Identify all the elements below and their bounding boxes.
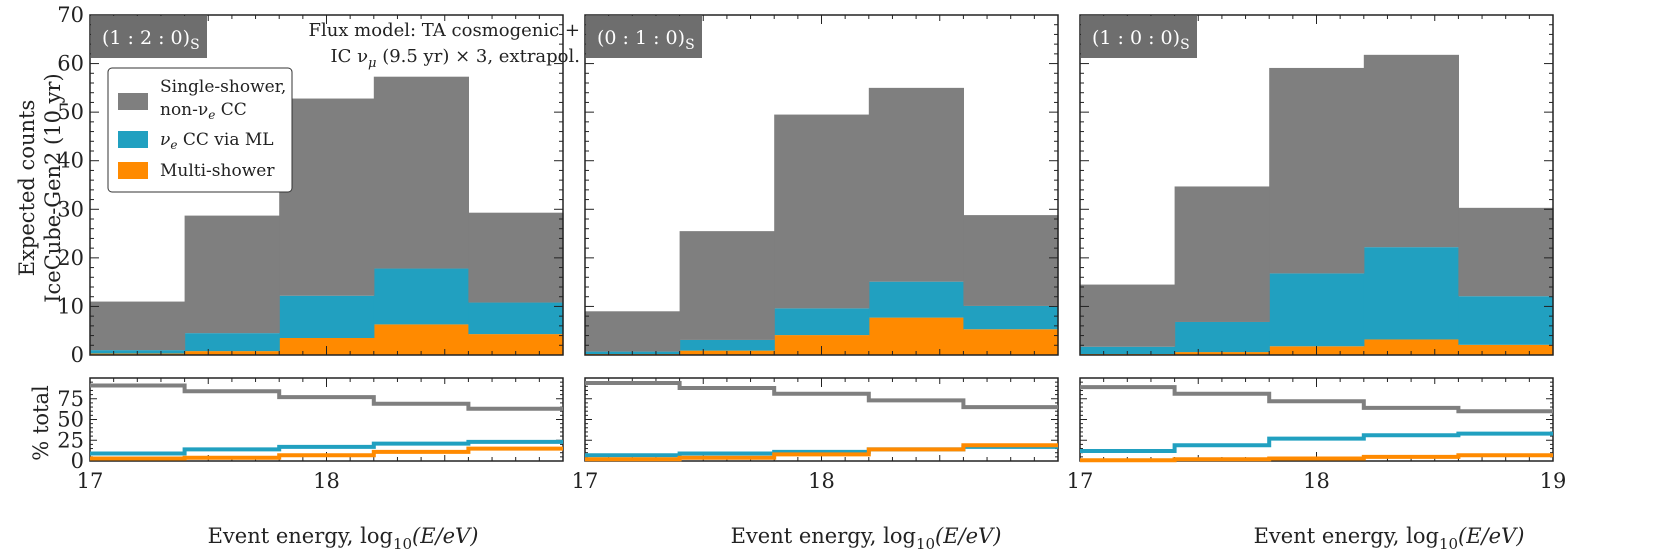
bar-p1-s0-b4 xyxy=(963,329,1059,355)
bar-p0-s2-b0 xyxy=(90,301,186,351)
bar-p1-s1-b3 xyxy=(868,281,964,318)
bar-p2-s2-b3 xyxy=(1363,54,1459,248)
main-ylabel-line2: IceCube-Gen2 (10 yr) xyxy=(41,73,65,303)
bar-p2-s2-b2 xyxy=(1269,67,1365,274)
bar-p0-s1-b1 xyxy=(184,333,280,352)
xlabel-2: Event energy, log10(E/eV) xyxy=(1254,524,1525,553)
ratio-line-p0-s0 xyxy=(90,383,563,411)
bar-p2-s1-b4 xyxy=(1458,296,1554,345)
legend: Single-shower, non-νe CC νe CC via ML Mu… xyxy=(107,67,293,193)
ytick-label-50: 50 xyxy=(57,100,84,124)
annotation-line1: Flux model: TA cosmogenic + xyxy=(308,20,580,41)
xtick-label-p1-17: 17 xyxy=(572,469,599,493)
xlabels: Event energy, log10(E/eV) Event energy, … xyxy=(208,524,1525,553)
ratio-ytick-label-0: 0 xyxy=(71,449,84,473)
xtick-label-p2-19: 19 xyxy=(1540,469,1567,493)
ytick-label-70: 70 xyxy=(57,3,84,27)
ratio-line-p0-s2 xyxy=(90,446,563,461)
annotation-line2: IC νμ (9.5 yr) × 3, extrapol. xyxy=(330,46,580,71)
xtick-label-p0-17: 17 xyxy=(77,469,104,493)
bar-p0-s1-b4 xyxy=(468,302,564,335)
scenario-box-1 xyxy=(586,16,702,58)
xtick-label-p0-18: 18 xyxy=(313,469,340,493)
legend-swatch-nue xyxy=(118,131,148,148)
xtick-label-p1-18: 18 xyxy=(808,469,835,493)
ratio-line-p1-s0 xyxy=(585,381,1058,410)
bar-p1-s2-b3 xyxy=(868,87,964,282)
panel-1: (0 : 1 : 0)S 17 18 xyxy=(572,14,1059,493)
ratio-line-p2-s0 xyxy=(1080,385,1553,414)
bar-p0-s1-b3 xyxy=(373,268,469,325)
legend-label-single-2: non-νe CC xyxy=(160,100,247,122)
bar-p0-s2-b1 xyxy=(184,215,280,334)
bar-p1-s2-b2 xyxy=(774,114,870,309)
bar-p2-s0-b4 xyxy=(1458,344,1554,355)
ytick-label-20: 20 xyxy=(57,246,84,270)
bar-p2-s1-b3 xyxy=(1363,247,1459,340)
bar-p1-s0-b3 xyxy=(868,317,964,355)
bar-p1-s2-b4 xyxy=(963,215,1059,306)
bar-p2-s2-b1 xyxy=(1174,186,1270,322)
scenario-label-0: (1 : 2 : 0)S xyxy=(102,27,200,53)
xlabel-1: Event energy, log10(E/eV) xyxy=(731,524,1002,553)
legend-label-single-1: Single-shower, xyxy=(160,77,286,97)
bar-p2-s1-b1 xyxy=(1174,321,1270,353)
scenario-box-2 xyxy=(1081,16,1197,58)
bar-p0-s1-b2 xyxy=(279,295,375,338)
ratio-line-p2-s2 xyxy=(1080,453,1553,463)
bar-p1-s1-b1 xyxy=(679,339,775,351)
bar-p2-s1-b0 xyxy=(1080,346,1176,355)
bar-p1-s1-b4 xyxy=(963,305,1059,330)
xlabel-0: Event energy, log10(E/eV) xyxy=(208,524,479,553)
ratio-ylabel: % total xyxy=(29,385,53,461)
ytick-label-0: 0 xyxy=(71,343,84,367)
ytick-label-60: 60 xyxy=(57,52,84,76)
scenario-box-0 xyxy=(91,16,207,58)
ratio-frame-2 xyxy=(1079,377,1554,462)
ytick-label-40: 40 xyxy=(57,149,84,173)
main-ylabel-line1: Expected counts xyxy=(15,100,39,276)
legend-frame xyxy=(107,67,293,193)
ratio-ytick-label-25: 25 xyxy=(57,428,84,452)
bar-p0-s2-b2 xyxy=(279,98,375,296)
xtick-label-p2-18: 18 xyxy=(1303,469,1330,493)
bar-p0-s0-b4 xyxy=(468,334,564,355)
ytick-label-10: 10 xyxy=(57,294,84,318)
bar-p1-s2-b1 xyxy=(679,231,775,340)
ratio-line-p2-s1 xyxy=(1080,431,1553,453)
bar-p0-s2-b4 xyxy=(468,212,564,303)
ratio-ytick-label-50: 50 xyxy=(57,408,84,432)
xtick-label-p2-17: 17 xyxy=(1067,469,1094,493)
bar-p1-s2-b0 xyxy=(585,311,681,352)
bar-p2-s2-b4 xyxy=(1458,207,1554,297)
panel-2: (1 : 0 : 0)S 17 18 19 xyxy=(1067,14,1567,493)
bar-p0-s0-b3 xyxy=(373,324,469,355)
bar-p1-s1-b2 xyxy=(774,308,870,336)
scenario-label-2: (1 : 0 : 0)S xyxy=(1092,27,1190,53)
ratio-line-p1-s2 xyxy=(585,443,1058,462)
bar-p1-s0-b2 xyxy=(774,335,870,355)
ratio-ytick-label-75: 75 xyxy=(57,387,84,411)
bar-p2-s2-b0 xyxy=(1080,284,1176,347)
legend-swatch-multi xyxy=(118,162,148,179)
legend-swatch-single xyxy=(118,93,148,110)
legend-label-multi: Multi-shower xyxy=(160,161,275,181)
scenario-label-1: (0 : 1 : 0)S xyxy=(597,27,695,53)
ytick-label-30: 30 xyxy=(57,197,84,221)
bar-p0-s2-b3 xyxy=(373,76,469,269)
legend-label-nue: νe CC via ML xyxy=(160,130,274,152)
ratio-line-p0-s1 xyxy=(90,439,563,456)
bar-p2-s1-b2 xyxy=(1269,273,1365,347)
